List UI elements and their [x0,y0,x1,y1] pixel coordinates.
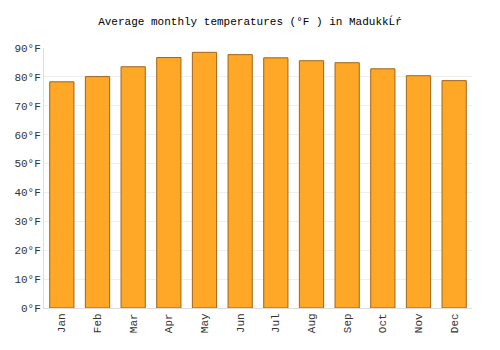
svg-text:30°F: 30°F [14,216,40,228]
svg-text:Apr: Apr [163,313,175,333]
svg-text:Oct: Oct [377,313,389,333]
svg-text:0°F: 0°F [21,303,41,315]
svg-text:Sep: Sep [342,313,354,333]
svg-text:20°F: 20°F [14,245,40,257]
svg-text:Jul: Jul [270,313,282,333]
svg-text:Feb: Feb [92,313,104,333]
svg-text:Aug: Aug [306,313,318,333]
svg-text:Jan: Jan [56,313,68,333]
svg-text:50°F: 50°F [14,158,40,170]
svg-text:10°F: 10°F [14,274,40,286]
svg-text:May: May [199,313,211,333]
svg-text:70°F: 70°F [14,101,40,113]
svg-text:Mar: Mar [128,313,140,333]
svg-text:40°F: 40°F [14,187,40,199]
svg-text:Dec: Dec [449,313,461,333]
svg-text:Jun: Jun [235,313,247,333]
svg-text:90°F: 90°F [14,43,40,55]
svg-text:Average monthly temperatures (: Average monthly temperatures (°F ) in Ma… [98,15,402,28]
svg-text:80°F: 80°F [14,72,40,84]
svg-text:Nov: Nov [413,313,425,333]
svg-text:60°F: 60°F [14,130,40,142]
